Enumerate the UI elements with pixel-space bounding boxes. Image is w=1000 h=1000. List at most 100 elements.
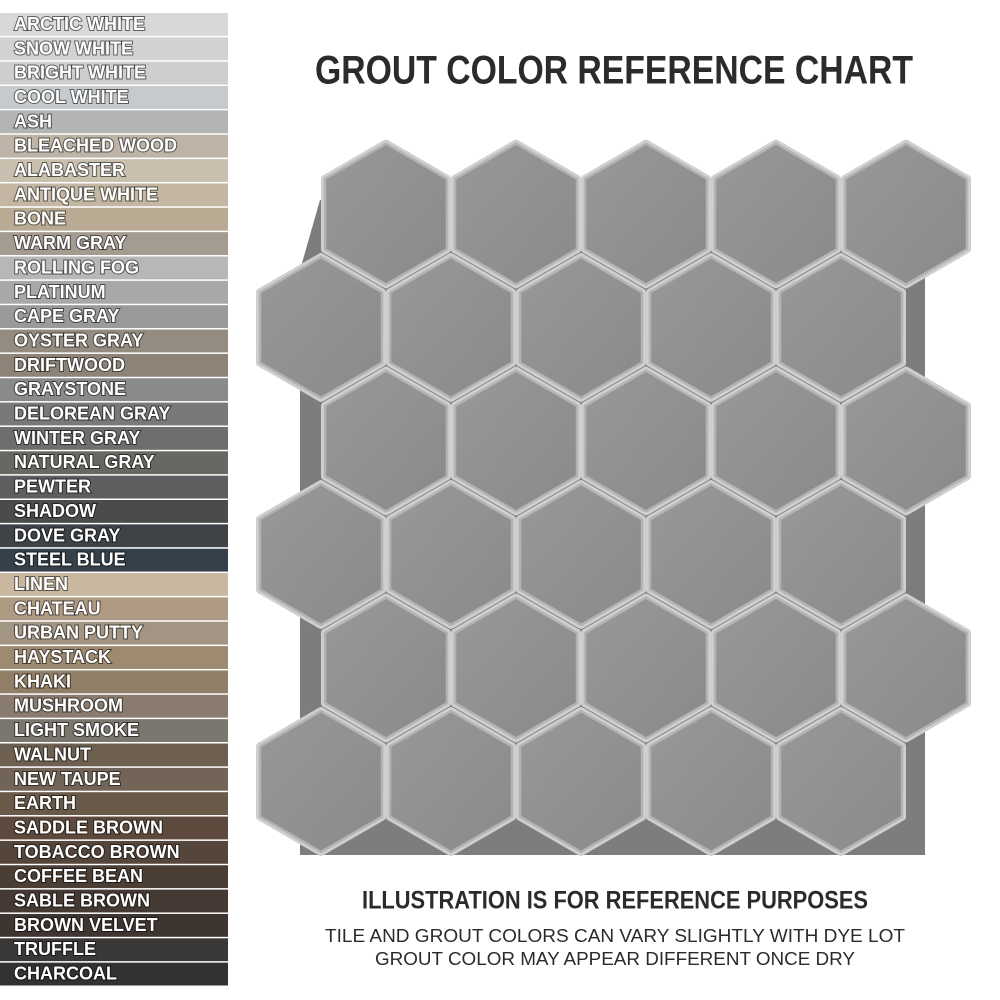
tile [323,369,449,513]
swatch [0,938,228,962]
swatch [0,402,228,426]
swatch-label: ALABASTER [14,160,125,180]
swatch-label: SNOW WHITE [14,38,133,58]
swatch [0,500,228,523]
tile [713,142,839,286]
swatch [0,451,228,475]
tile [843,142,969,286]
tile [323,142,449,286]
swatch [0,13,228,36]
tile [843,596,969,740]
swatch [0,232,228,255]
tile [583,596,709,740]
swatch-label: BLEACHED WOOD [14,136,177,156]
swatch-label: BROWN VELVET [14,915,158,935]
swatch [0,61,228,85]
notes-heading: ILLUSTRATION IS FOR REFERENCE PURPOSES [362,887,868,915]
swatch [0,743,228,767]
swatch-label: HAYSTACK [14,647,111,667]
swatch-label: STEEL BLUE [14,550,126,570]
swatch [0,962,228,986]
swatch-label: SHADOW [14,501,96,521]
tile [453,369,579,513]
swatch [0,840,228,864]
tile [258,482,384,627]
swatch-label: DRIFTWOOD [14,355,125,375]
swatch [0,865,228,889]
swatch [0,573,228,596]
swatch-label: BRIGHT WHITE [14,63,146,83]
swatch-label: OYSTER GRAY [14,330,143,350]
swatch [0,329,228,353]
tile [583,369,709,513]
swatch [0,134,228,158]
swatch-label: NEW TAUPE [14,769,121,789]
swatch-label: WINTER GRAY [14,428,140,448]
swatch-label: SADDLE BROWN [14,817,163,837]
swatch-label: ROLLING FOG [14,257,139,277]
swatch [0,86,228,109]
tile [388,482,514,627]
swatch [0,646,228,669]
tile [843,369,969,513]
swatch-label: ASH [14,111,52,131]
swatch-label: TRUFFLE [14,939,96,959]
swatch [0,670,228,694]
swatch-label: DOVE GRAY [14,525,120,545]
swatch [0,524,228,548]
tile [518,482,644,627]
swatch [0,159,228,182]
swatch [0,353,228,377]
swatch [0,597,228,621]
tile [713,596,839,740]
swatch [0,694,228,718]
swatch [0,548,228,572]
note-line: TILE AND GROUT COLORS CAN VARY SLIGHTLY … [325,926,905,946]
swatch-label: ARCTIC WHITE [14,14,145,34]
tile [258,255,384,400]
swatch [0,426,228,450]
tile [518,709,644,854]
swatch [0,621,228,645]
tile [648,482,774,627]
tile-mosaic [256,139,971,856]
tile [583,142,709,286]
swatch-label: COOL WHITE [14,87,129,107]
swatch-label: WARM GRAY [14,233,126,253]
tile [388,255,514,400]
tile [258,709,384,854]
swatch-label: TOBACCO BROWN [14,842,180,862]
swatch-label: MUSHROOM [14,696,123,716]
tile [518,255,644,400]
swatch [0,37,228,61]
swatch-label: CHARCOAL [14,964,117,984]
tile [778,709,904,854]
swatch-label: NATURAL GRAY [14,452,155,472]
swatch [0,767,228,791]
tile [713,369,839,513]
swatch [0,280,228,304]
swatch [0,207,228,231]
swatch-label: PLATINUM [14,282,106,302]
swatch-label: LIGHT SMOKE [14,720,139,740]
swatch [0,378,228,402]
swatch [0,256,228,280]
swatch-label: GRAYSTONE [14,379,126,399]
swatch-label: WALNUT [14,744,91,764]
swatch-label: CHATEAU [14,598,101,618]
swatch-label: SABLE BROWN [14,891,150,911]
swatch [0,110,228,134]
tile [453,142,579,286]
swatch-label: EARTH [14,793,76,813]
swatch-label: URBAN PUTTY [14,623,143,643]
swatch-label: PEWTER [14,477,91,497]
swatch-label: DELOREAN GRAY [14,404,170,424]
tile [648,255,774,400]
tile [778,255,904,400]
swatch [0,816,228,840]
title: GROUT COLOR REFERENCE CHART [315,49,913,93]
swatch [0,475,228,499]
tile [648,709,774,854]
swatch [0,913,228,937]
